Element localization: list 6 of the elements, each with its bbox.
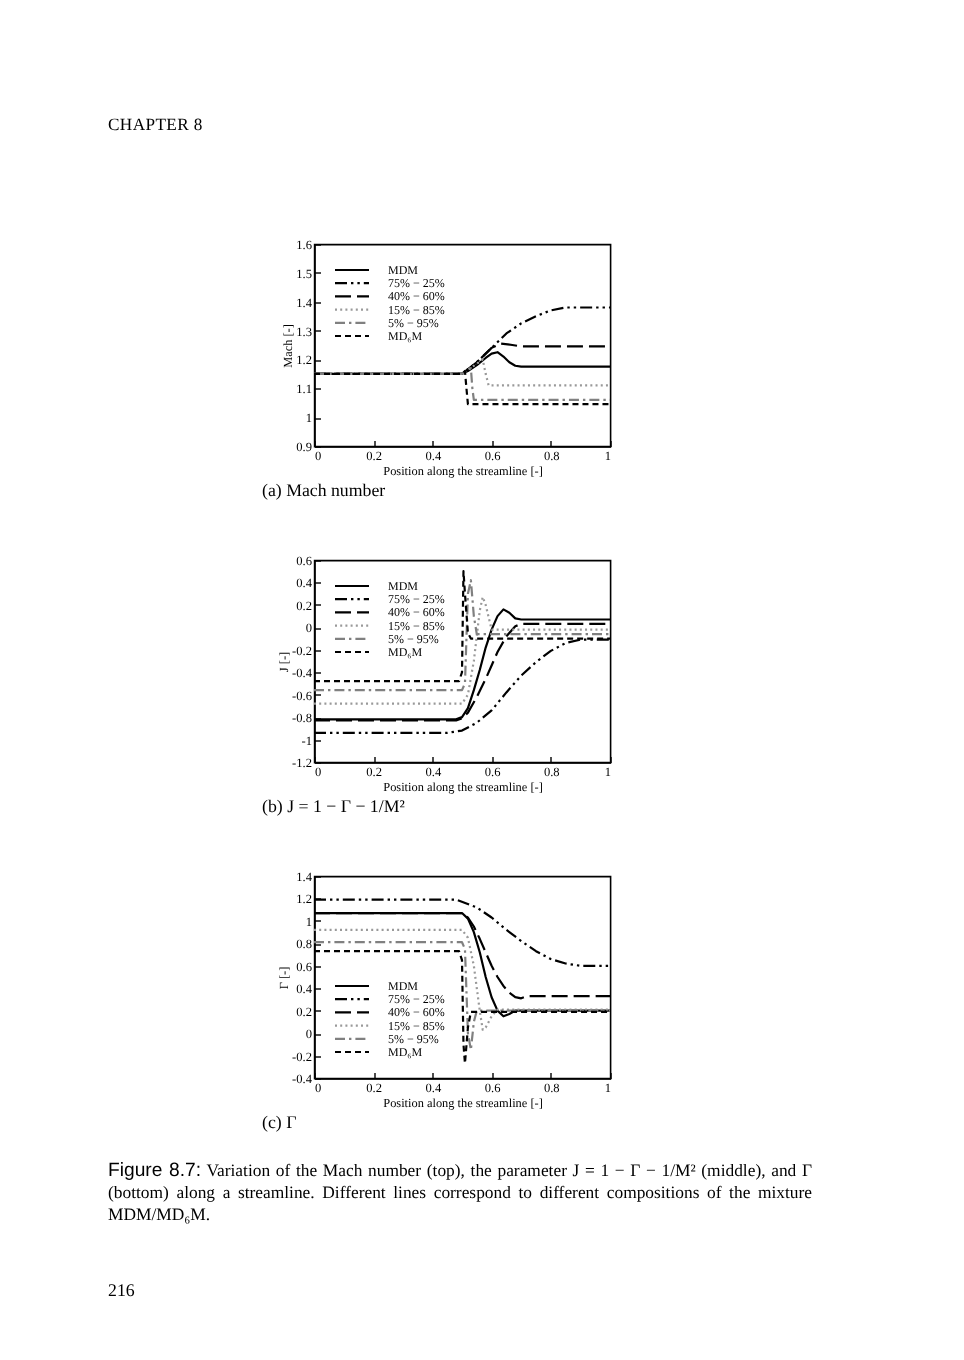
caption: Figure 8.7: Variation of the Mach number (top), the parameter J = 1 − Γ − 1/M² (middle), and Γ (bottom) along a streamline. Different lines correspond to different compositions of the mixture MDM/MD₆M.	[108, 1160, 812, 1227]
text: CHAPTER 8	[108, 112, 203, 136]
text: (b) J = 1 − Γ − 1/M²	[262, 796, 406, 816]
text: (c) Γ	[262, 1112, 297, 1132]
text: 216	[108, 1277, 137, 1302]
text: (a) Mach number	[262, 480, 386, 500]
